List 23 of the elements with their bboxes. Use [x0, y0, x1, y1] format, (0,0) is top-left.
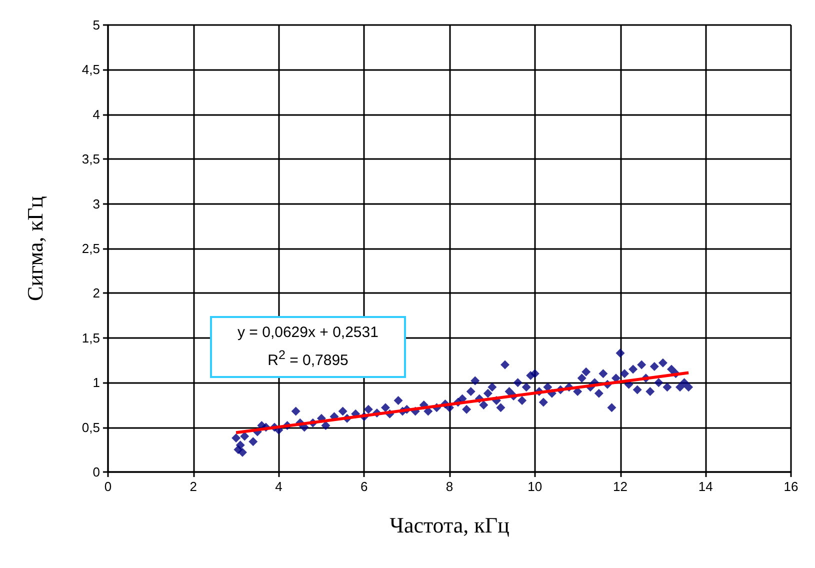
x-tick-label: 6 [360, 479, 368, 494]
x-tick-label: 16 [784, 479, 798, 494]
y-tick-label: 4,5 [82, 62, 100, 78]
x-tick-label: 0 [104, 479, 112, 494]
y-tick-label: 3 [92, 196, 100, 212]
y-tick-label: 5 [92, 18, 100, 32]
y-tick-label: 1 [92, 375, 100, 390]
y-tick-label: 2,5 [82, 241, 100, 256]
y-axis-title: Сигма, кГц [22, 196, 48, 301]
y-tick-label: 0,5 [82, 420, 100, 435]
y-tick-label: 1,5 [82, 330, 100, 346]
text-box: y = 0,0629x + 0,2531 R$^{2}$ = 0,7895 [210, 316, 406, 378]
x-tick-label: 10 [528, 479, 542, 494]
x-axis-title: Частота, кГц [390, 512, 510, 538]
x-tick-label: 8 [446, 479, 454, 494]
y-tick-label: 2 [92, 286, 100, 301]
y-tick-label: 4 [92, 106, 100, 122]
x-tick-label: 2 [190, 479, 197, 494]
x-tick-label: 4 [275, 479, 282, 494]
y-tick-label: 0 [92, 464, 100, 480]
x-tick-label: 12 [613, 479, 628, 494]
y-tick-label: 3,5 [82, 152, 100, 167]
x-tick-label: 14 [698, 479, 713, 494]
